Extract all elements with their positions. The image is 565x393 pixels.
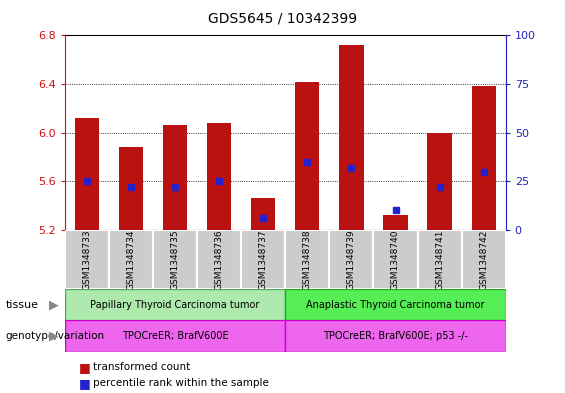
Bar <box>197 230 241 289</box>
Text: ▶: ▶ <box>49 298 58 311</box>
Text: percentile rank within the sample: percentile rank within the sample <box>93 378 269 388</box>
Bar <box>153 230 197 289</box>
Text: TPOCreER; BrafV600E; p53 -/-: TPOCreER; BrafV600E; p53 -/- <box>323 331 468 341</box>
Bar <box>418 230 462 289</box>
Bar <box>472 86 496 230</box>
Bar <box>285 289 506 320</box>
Text: TPOCreER; BrafV600E: TPOCreER; BrafV600E <box>122 331 228 341</box>
Text: ■: ■ <box>79 376 91 390</box>
Bar <box>285 230 329 289</box>
Bar <box>285 320 506 352</box>
Text: tissue: tissue <box>6 299 38 310</box>
Bar <box>241 230 285 289</box>
Bar <box>119 147 143 230</box>
Bar <box>251 198 275 230</box>
Bar <box>65 289 285 320</box>
Text: Papillary Thyroid Carcinoma tumor: Papillary Thyroid Carcinoma tumor <box>90 299 260 310</box>
Text: Anaplastic Thyroid Carcinoma tumor: Anaplastic Thyroid Carcinoma tumor <box>306 299 485 310</box>
Text: GSM1348739: GSM1348739 <box>347 229 356 290</box>
Text: GSM1348741: GSM1348741 <box>435 229 444 290</box>
Bar <box>384 215 407 230</box>
Bar <box>65 230 109 289</box>
Bar <box>295 82 319 230</box>
Bar <box>428 132 451 230</box>
Text: GDS5645 / 10342399: GDS5645 / 10342399 <box>208 12 357 26</box>
Bar <box>65 320 285 352</box>
Bar <box>109 230 153 289</box>
Bar <box>207 123 231 230</box>
Text: GSM1348740: GSM1348740 <box>391 229 400 290</box>
Bar <box>373 230 418 289</box>
Text: ▶: ▶ <box>49 329 58 343</box>
Text: GSM1348735: GSM1348735 <box>171 229 180 290</box>
Bar <box>75 118 99 230</box>
Text: GSM1348733: GSM1348733 <box>82 229 92 290</box>
Bar <box>462 230 506 289</box>
Text: GSM1348742: GSM1348742 <box>479 229 488 290</box>
Text: transformed count: transformed count <box>93 362 190 373</box>
Text: GSM1348734: GSM1348734 <box>127 229 136 290</box>
Bar <box>340 45 363 230</box>
Bar <box>163 125 187 230</box>
Text: ■: ■ <box>79 361 91 374</box>
Text: GSM1348737: GSM1348737 <box>259 229 268 290</box>
Text: genotype/variation: genotype/variation <box>6 331 105 341</box>
Text: GSM1348738: GSM1348738 <box>303 229 312 290</box>
Text: GSM1348736: GSM1348736 <box>215 229 224 290</box>
Bar <box>329 230 373 289</box>
